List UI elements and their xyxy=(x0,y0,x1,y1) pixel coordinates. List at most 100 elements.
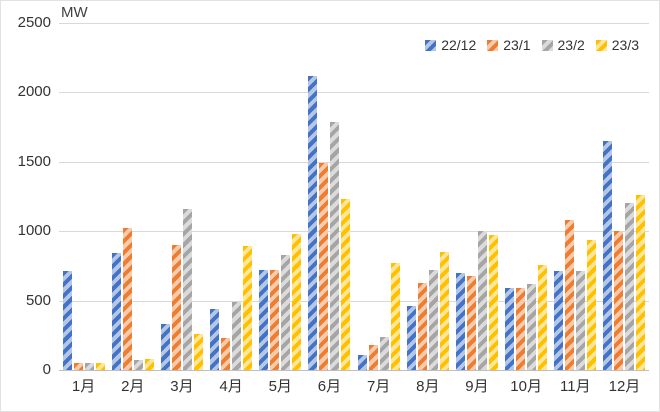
x-tick-8月: 8月 xyxy=(416,378,440,395)
bar-23/1-2月 xyxy=(122,228,132,370)
x-tick-9月: 9月 xyxy=(465,378,489,395)
y-axis-title: MW xyxy=(61,4,88,21)
y-tick-1000: 1000 xyxy=(17,222,51,240)
legend-label: 22/12 xyxy=(441,37,477,53)
bar-23/1-11月 xyxy=(565,220,575,370)
bar-23/1-6月 xyxy=(319,163,329,370)
legend-item-22/12: 22/12 xyxy=(425,37,476,53)
bar-22/12-4月 xyxy=(210,309,220,370)
bar-groups xyxy=(59,23,649,370)
x-tick-3月: 3月 xyxy=(170,378,194,395)
bar-23/2-5月 xyxy=(281,255,291,370)
legend-label: 23/2 xyxy=(557,37,585,53)
bar-23/3-1月 xyxy=(95,363,105,370)
x-tick-11月: 11月 xyxy=(560,378,591,395)
gridline-2000 xyxy=(59,92,649,94)
legend-item-23/1: 23/1 xyxy=(487,37,531,53)
bar-23/2-3月 xyxy=(182,209,192,370)
bar-22/12-9月 xyxy=(455,273,465,370)
bar-23/1-5月 xyxy=(270,270,280,370)
month-group-4月 xyxy=(207,23,256,370)
bar-23/1-10月 xyxy=(516,288,526,370)
bar-22/12-2月 xyxy=(111,253,121,370)
y-tick-0: 0 xyxy=(42,361,51,378)
bar-23/2-12月 xyxy=(625,203,635,370)
bar-23/2-10月 xyxy=(527,284,537,370)
gridline-0 xyxy=(59,370,649,371)
bar-23/1-8月 xyxy=(417,283,427,370)
x-tick-6月: 6月 xyxy=(317,378,342,395)
bar-23/3-5月 xyxy=(292,234,302,370)
bar-23/3-12月 xyxy=(636,195,646,370)
bar-23/3-8月 xyxy=(439,252,449,370)
legend-marker-icon xyxy=(595,39,607,51)
x-tick-2月: 2月 xyxy=(121,378,145,395)
legend-label: 23/3 xyxy=(611,37,639,53)
bar-23/1-3月 xyxy=(171,245,181,370)
month-group-12月 xyxy=(600,23,649,370)
bar-23/2-1月 xyxy=(84,363,94,370)
month-group-7月 xyxy=(354,23,403,370)
x-tick-5月: 5月 xyxy=(268,378,292,395)
bar-22/12-11月 xyxy=(554,271,564,370)
legend-item-23/2: 23/2 xyxy=(541,37,585,53)
legend-item-23/3: 23/3 xyxy=(595,37,639,53)
bar-23/3-2月 xyxy=(144,359,154,370)
bar-23/2-2月 xyxy=(133,360,143,370)
legend-marker-icon xyxy=(425,39,437,51)
month-group-5月 xyxy=(256,23,305,370)
bar-23/3-11月 xyxy=(587,240,597,370)
x-tick-10月: 10月 xyxy=(510,378,542,395)
bar-23/2-11月 xyxy=(576,271,586,370)
bar-22/12-7月 xyxy=(357,355,367,370)
gridline-500 xyxy=(59,300,649,302)
month-group-6月 xyxy=(305,23,354,370)
legend-label: 23/1 xyxy=(503,37,531,53)
x-tick-7月: 7月 xyxy=(366,378,391,395)
bar-23/1-1月 xyxy=(73,363,83,370)
bar-23/2-8月 xyxy=(428,270,438,370)
legend-marker-icon xyxy=(541,39,553,51)
x-tick-1月: 1月 xyxy=(71,378,96,395)
bar-23/1-4月 xyxy=(221,338,231,370)
gridline-1000 xyxy=(59,231,649,233)
y-tick-1500: 1500 xyxy=(17,152,51,170)
legend: 22/12 23/1 23/2 23/3 xyxy=(425,37,639,53)
x-tick-12月: 12月 xyxy=(608,378,641,395)
y-tick-500: 500 xyxy=(25,291,51,309)
bar-23/2-7月 xyxy=(379,337,389,370)
bar-22/12-10月 xyxy=(505,288,515,370)
y-tick-2500: 2500 xyxy=(17,14,51,31)
month-group-11月 xyxy=(551,23,600,370)
bar-23/2-4月 xyxy=(232,302,242,370)
gridline-1500 xyxy=(59,161,649,163)
x-axis-tick-labels: 1月 2月 3月 4月 5月 6月 7月 8月 9月 10月 11月 12月 xyxy=(59,375,649,396)
month-group-10月 xyxy=(502,23,551,370)
bar-22/12-8月 xyxy=(406,306,416,370)
bar-22/12-6月 xyxy=(308,76,318,370)
bar-22/12-5月 xyxy=(259,270,269,370)
bar-23/2-6月 xyxy=(330,122,340,370)
legend-marker-icon xyxy=(487,39,499,51)
x-tick-4月: 4月 xyxy=(219,378,243,395)
month-group-2月 xyxy=(108,23,157,370)
month-group-1月 xyxy=(59,23,108,370)
gridline-2500 xyxy=(59,23,649,24)
bar-23/3-3月 xyxy=(193,334,203,370)
bar-23/3-6月 xyxy=(341,199,351,370)
bar-23/3-9月 xyxy=(488,235,498,370)
month-group-9月 xyxy=(452,23,501,370)
bar-22/12-12月 xyxy=(603,141,613,370)
bar-23/1-9月 xyxy=(466,276,476,370)
bar-23/2-9月 xyxy=(477,231,487,370)
bar-23/3-4月 xyxy=(243,246,253,370)
plot-area xyxy=(59,23,649,371)
month-group-8月 xyxy=(403,23,452,370)
month-group-3月 xyxy=(157,23,206,370)
bar-23/1-7月 xyxy=(368,345,378,370)
bar-23/3-10月 xyxy=(538,265,548,370)
bar-22/12-1月 xyxy=(62,271,72,370)
bar-23/3-7月 xyxy=(390,263,400,370)
y-tick-2000: 2000 xyxy=(17,83,51,101)
